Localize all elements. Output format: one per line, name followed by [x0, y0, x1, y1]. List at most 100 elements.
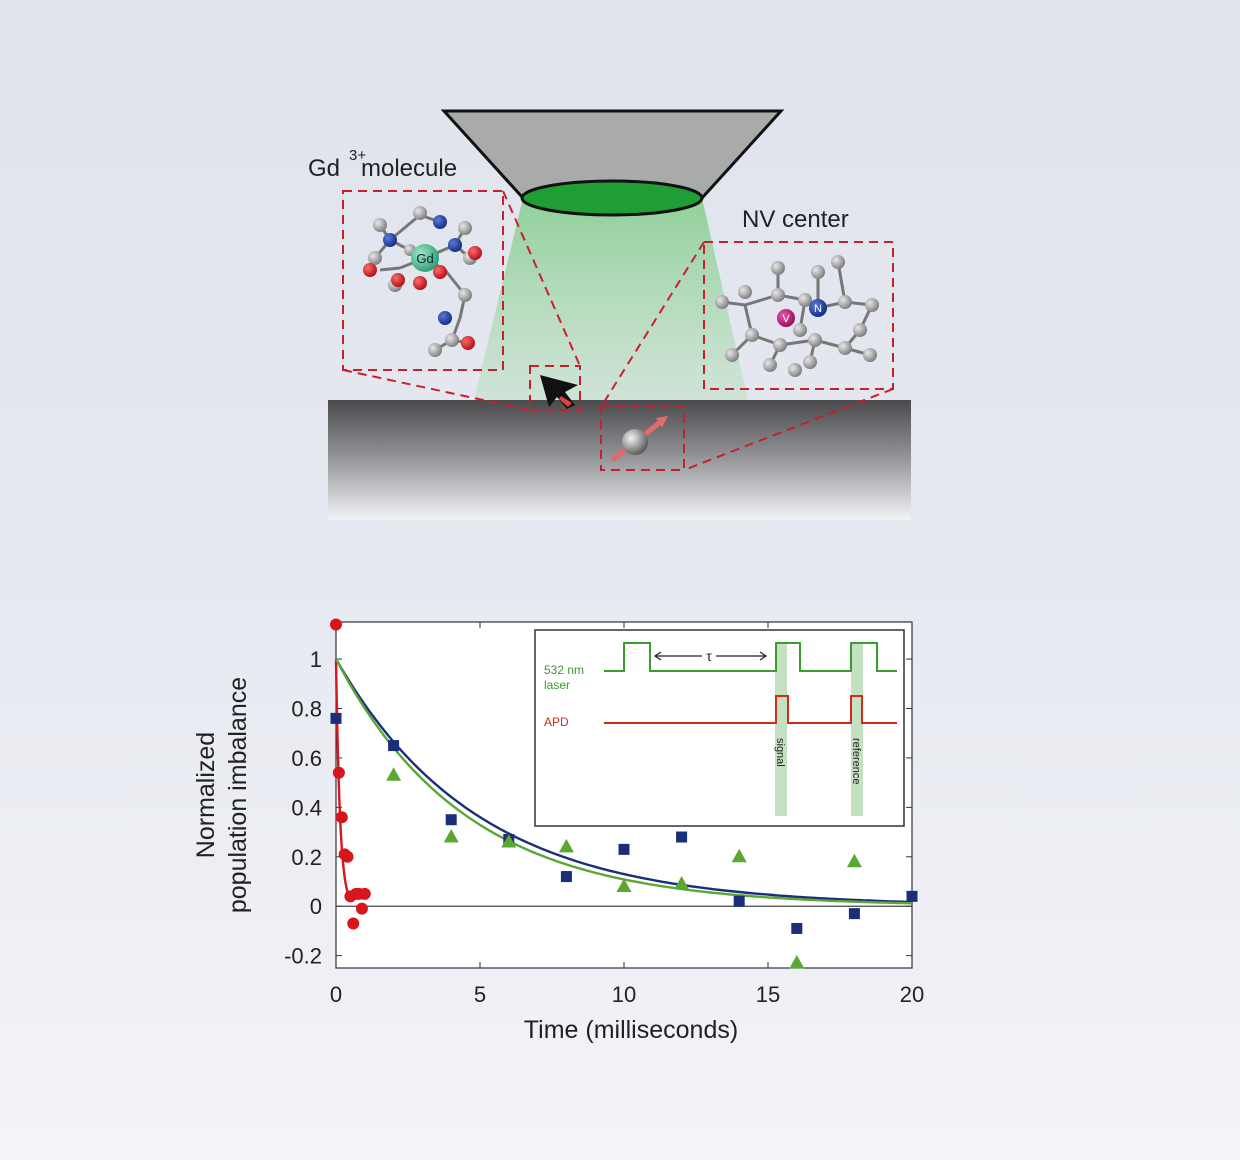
- data-point-circle: [335, 811, 348, 824]
- reference-window: [851, 643, 863, 816]
- gd-zoom-line-bottom: [342, 369, 531, 411]
- y-tick-label: 1: [310, 647, 322, 672]
- reference-label: reference: [850, 738, 862, 784]
- data-point-triangle: [674, 875, 690, 890]
- data-point-square: [330, 712, 342, 724]
- data-point-triangle: [386, 767, 402, 781]
- gd-atom: [411, 244, 439, 272]
- nitrogen-atom: [809, 299, 827, 317]
- schematic-diagram: Gd 3+ molecule NV center: [308, 109, 911, 520]
- carbon-atom: [788, 363, 802, 377]
- data-point-circle: [355, 902, 368, 915]
- laser-label-line1: 532 nm: [544, 663, 584, 677]
- objective-aperture: [520, 179, 704, 217]
- carbon-atom: [865, 298, 879, 312]
- carbon-atom: [763, 358, 777, 372]
- carbon-atom: [838, 341, 852, 355]
- carbon-atom: [458, 221, 472, 235]
- y-tick-label: 0.8: [291, 697, 322, 722]
- data-point-square: [618, 843, 630, 855]
- data-point-circle: [330, 618, 342, 631]
- data-point-triangle: [789, 955, 805, 969]
- data-point-square: [733, 895, 745, 907]
- oxygen-atom: [461, 336, 475, 350]
- gd-zoom-box: [342, 190, 504, 371]
- data-point-triangle: [558, 838, 574, 853]
- laser-label-line2: laser: [544, 678, 570, 692]
- data-point-square: [791, 922, 803, 934]
- inset-frame: [534, 629, 905, 827]
- zoom-boxes: [342, 190, 894, 471]
- nv-zoom-line-bottom: [683, 388, 894, 471]
- oxygen-atom: [363, 263, 377, 277]
- apd-gate-trace: [604, 695, 897, 724]
- data-point-triangle: [846, 853, 862, 868]
- data-point-square: [445, 814, 457, 826]
- carbon-atom: [798, 293, 812, 307]
- laser-pulse-trace: [604, 642, 897, 672]
- carbon-atom: [811, 265, 825, 279]
- gd-atom-label: Gd: [416, 251, 433, 266]
- x-tick-label: 10: [612, 982, 636, 1007]
- y-axis-label-line1: Normalized: [192, 732, 220, 858]
- signal-window: [775, 643, 787, 816]
- gd-molecule-label: Gd: [308, 155, 340, 182]
- diamond-substrate: [328, 400, 911, 520]
- nv-center-label: NV center: [742, 206, 849, 233]
- gd-source-box: [529, 365, 581, 411]
- carbon-atom: [458, 288, 472, 302]
- data-markers: [330, 618, 918, 969]
- data-point-square: [906, 890, 918, 902]
- carbon-atom: [771, 288, 785, 302]
- x-tick-label: 5: [474, 982, 486, 1007]
- carbon-atom: [413, 206, 427, 220]
- y-tick-label: 0.4: [291, 795, 322, 820]
- tau-label: τ: [706, 648, 712, 664]
- nv-lattice-atoms: V N: [715, 255, 879, 377]
- y-tick-label: 0.6: [291, 746, 322, 771]
- carbon-atom: [771, 261, 785, 275]
- oxygen-atom: [413, 276, 427, 290]
- nitrogen-atom: [433, 215, 447, 229]
- carbon-atom: [738, 285, 752, 299]
- y-tick-labels: -0.2 0 0.2 0.4 0.6 0.8 1: [284, 647, 322, 969]
- nv-zoom-line-top: [600, 241, 705, 408]
- gd-molecule-label-rest: molecule: [361, 155, 457, 182]
- decay-chart: 0 5 10 15 20 -0.2 0 0.2 0.4 0.6 0.8 1 Time (millis…: [192, 618, 924, 1044]
- nitrogen-atom: [448, 238, 462, 252]
- data-point-square: [560, 871, 572, 883]
- nitrogen-atom: [383, 233, 397, 247]
- vacancy-label: V: [782, 313, 790, 325]
- data-point-triangle: [616, 878, 632, 892]
- vacancy-site: [777, 309, 795, 327]
- oxygen-atom: [433, 265, 447, 279]
- x-axis-label: Time (milliseconds): [524, 1016, 738, 1044]
- y-axis-label-line2: population imbalance: [224, 677, 252, 913]
- apd-label: APD: [544, 715, 569, 729]
- data-point-circle: [347, 917, 360, 930]
- gd-charge-superscript: 3+: [349, 147, 366, 164]
- y-tick-label: 0: [310, 894, 322, 919]
- data-point-triangle: [501, 833, 517, 848]
- carbon-atom: [808, 333, 822, 347]
- data-point-circle: [341, 850, 354, 863]
- carbon-atom: [428, 343, 442, 357]
- laser-beam-cone: [474, 198, 748, 400]
- data-point-square: [848, 908, 860, 920]
- carbon-atom: [745, 328, 759, 342]
- y-tick-label: 0.2: [291, 845, 322, 870]
- carbon-atom: [373, 218, 387, 232]
- carbon-atom: [831, 255, 845, 269]
- data-point-triangle: [443, 829, 459, 843]
- tau-arrow-icon: [653, 651, 768, 661]
- carbon-atom: [445, 333, 459, 347]
- nitrogen-atom: [438, 311, 452, 325]
- y-tick-label: -0.2: [284, 944, 322, 969]
- carbon-atom: [368, 251, 382, 265]
- carbon-atom: [725, 348, 739, 362]
- fit-curve-square: [334, 658, 913, 904]
- nv-source-box: [600, 406, 685, 471]
- carbon-atom: [715, 295, 729, 309]
- data-point-square: [676, 831, 688, 843]
